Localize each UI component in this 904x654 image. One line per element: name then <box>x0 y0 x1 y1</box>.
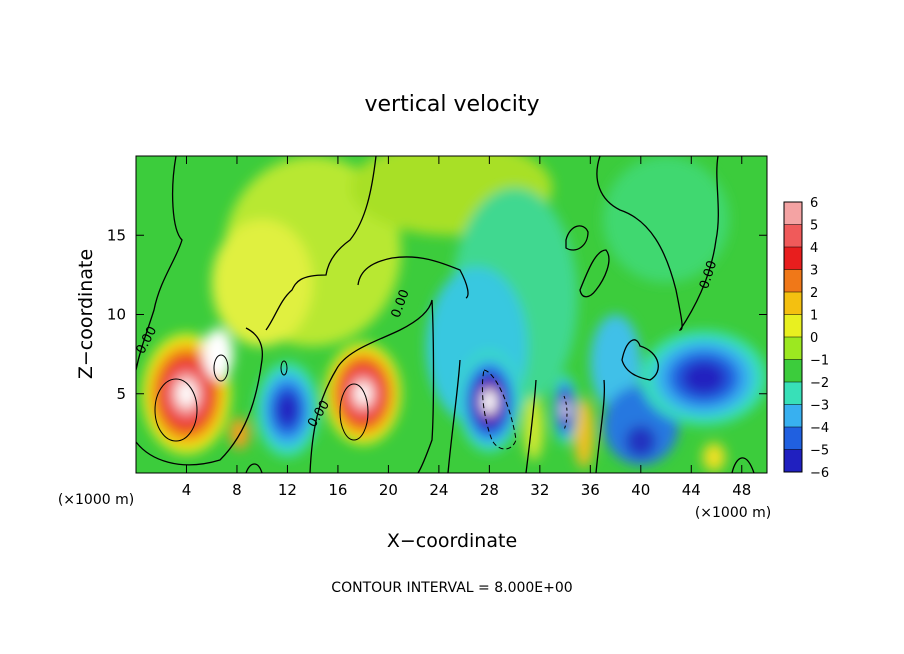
x-tick-label: 8 <box>232 481 242 499</box>
x-tick-label: 24 <box>429 481 448 499</box>
colorbar-label: 5 <box>810 219 818 234</box>
field-region <box>573 398 595 469</box>
x-tick-label: 28 <box>480 481 499 499</box>
colorbar-label: −6 <box>810 466 829 481</box>
x-tick-label: 12 <box>278 481 297 499</box>
contour-line <box>447 359 461 473</box>
contour-line <box>596 156 719 331</box>
x-tick-label: 4 <box>182 481 192 499</box>
updraft-core-contour <box>213 354 229 382</box>
chart-title: vertical velocity <box>364 92 539 117</box>
contour-line <box>357 256 469 299</box>
colorbar-swatch <box>784 404 802 427</box>
contour-line <box>595 379 606 473</box>
plot-area: 0.000.000.000.00 <box>136 156 767 473</box>
colorbar-swatch <box>784 269 802 292</box>
y-tick-label: 10 <box>107 306 126 324</box>
contour-line <box>309 299 435 473</box>
colorbar-swatch <box>784 382 802 405</box>
x-tick-label: 44 <box>682 481 701 499</box>
x-tick-label: 16 <box>328 481 347 499</box>
colorbar-label: 6 <box>810 196 818 211</box>
colorbar-label: 0 <box>810 331 818 346</box>
updraft-band <box>202 328 234 380</box>
x-units-left: (×1000 m) <box>58 492 134 508</box>
colorbar-swatch <box>784 337 802 360</box>
colorbar-label: −5 <box>810 444 829 459</box>
y-axis-label: Z−coordinate <box>75 249 97 379</box>
contour-line <box>525 379 537 473</box>
zero-contours <box>136 156 755 473</box>
colorbar-label: 1 <box>810 309 818 324</box>
x-tick-label: 40 <box>631 481 650 499</box>
contour-line <box>245 463 263 473</box>
colorbar-label: −4 <box>810 421 829 436</box>
updraft-core-contour <box>339 383 369 441</box>
updraft-core-contour <box>280 360 288 376</box>
velocity-field <box>142 156 767 472</box>
downdraft-core-contour <box>481 369 517 450</box>
contour-line <box>731 457 755 473</box>
colorbar-swatch <box>784 224 802 247</box>
colorbar-label: 4 <box>810 241 818 256</box>
colorbar-label: 3 <box>810 264 818 279</box>
field-region <box>523 396 544 461</box>
updraft-band <box>355 383 372 405</box>
contour-line <box>565 225 589 251</box>
x-tick-label: 36 <box>581 481 600 499</box>
updraft-core-contour <box>154 378 198 442</box>
x-units-right: (×1000 m) <box>695 505 771 521</box>
y-tick-label: 5 <box>116 385 126 403</box>
colorbar-swatch <box>784 359 802 382</box>
contour-line <box>136 156 183 371</box>
contour-line <box>136 327 264 466</box>
colorbar: 6 5 4 3 2 1 0 −1 −2 −3 −4 −5 −6 <box>783 196 829 481</box>
colorbar-label: −3 <box>810 399 829 414</box>
downdraft-core-contour <box>563 395 568 431</box>
colorbar-swatch <box>784 202 802 225</box>
field-region <box>211 219 313 347</box>
colorbar-swatch <box>784 247 802 270</box>
y-tick-label: 15 <box>107 226 126 244</box>
field-region <box>625 425 656 458</box>
x-axis-label: X−coordinate <box>387 530 517 552</box>
contour-interval-text: CONTOUR INTERVAL = 8.000E+00 <box>331 580 572 596</box>
colorbar-swatch <box>784 427 802 450</box>
x-tick-label: 32 <box>530 481 549 499</box>
contour-line <box>621 339 659 381</box>
contour-line <box>579 249 610 298</box>
colorbar-label: −2 <box>810 376 829 391</box>
downdraft-band <box>681 361 726 395</box>
x-tick-label: 48 <box>732 481 751 499</box>
x-tick-label: 20 <box>379 481 398 499</box>
downdraft-band <box>276 393 299 427</box>
downdraft-band <box>481 389 498 414</box>
field-region <box>702 442 726 472</box>
colorbar-label: −1 <box>810 354 829 369</box>
field-region <box>602 156 730 283</box>
colorbar-swatch <box>784 292 802 315</box>
colorbar-label: 2 <box>810 286 818 301</box>
field-region <box>590 314 641 410</box>
colorbar-swatch <box>784 449 802 472</box>
updraft-band <box>177 381 196 407</box>
colorbar-swatch <box>784 314 802 337</box>
contour-line <box>265 156 377 331</box>
core-contours <box>154 354 568 450</box>
